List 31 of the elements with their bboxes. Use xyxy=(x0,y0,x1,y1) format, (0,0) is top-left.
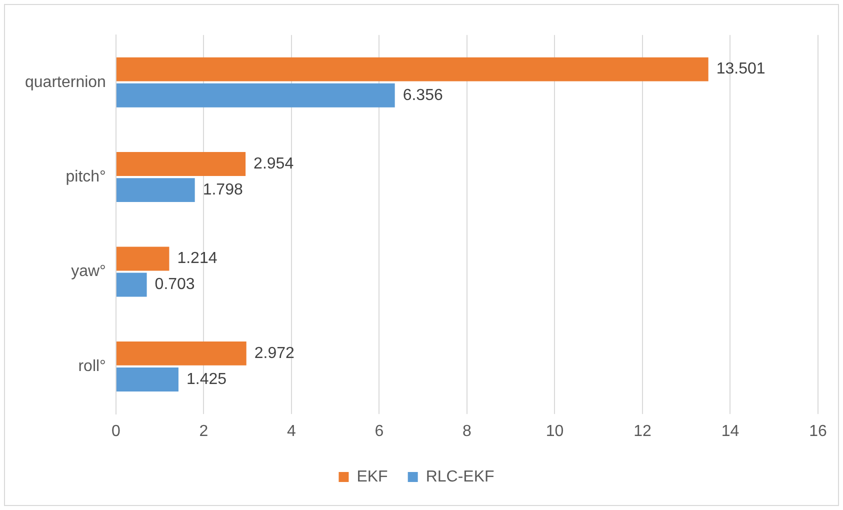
x-tick-label: 14 xyxy=(721,422,740,440)
bar xyxy=(116,341,246,366)
data-label: 1.214 xyxy=(177,250,218,268)
data-label: 1.798 xyxy=(202,181,243,198)
data-label: 0.703 xyxy=(154,276,195,294)
bar xyxy=(116,246,170,271)
data-label: 13.501 xyxy=(716,60,766,78)
x-tick-label: 6 xyxy=(374,422,384,440)
data-label: 1.425 xyxy=(186,370,227,388)
y-tick-label: roll° xyxy=(78,358,106,375)
x-tick-label: 8 xyxy=(462,422,472,440)
data-label: 6.356 xyxy=(402,86,443,104)
legend-label: EKF xyxy=(356,468,388,486)
x-tick-label: 0 xyxy=(111,422,120,440)
data-label: 2.972 xyxy=(254,344,294,362)
x-tick-label: 12 xyxy=(634,422,652,440)
x-tick-label: 16 xyxy=(809,422,827,440)
y-tick-label: yaw° xyxy=(71,263,106,280)
legend-label: RLC-EKF xyxy=(426,468,495,486)
x-tick-label: 4 xyxy=(287,422,296,440)
bar xyxy=(116,178,195,202)
bar xyxy=(116,57,708,82)
bar xyxy=(116,83,395,108)
bar xyxy=(116,152,246,176)
data-label: 2.954 xyxy=(254,155,294,172)
bar xyxy=(116,272,147,297)
bar xyxy=(116,367,178,392)
x-tick-label: 2 xyxy=(199,422,208,440)
y-tick-label: quarternion xyxy=(24,74,106,91)
x-tick-label: 10 xyxy=(546,422,564,440)
y-tick-label: pitch° xyxy=(66,168,106,186)
